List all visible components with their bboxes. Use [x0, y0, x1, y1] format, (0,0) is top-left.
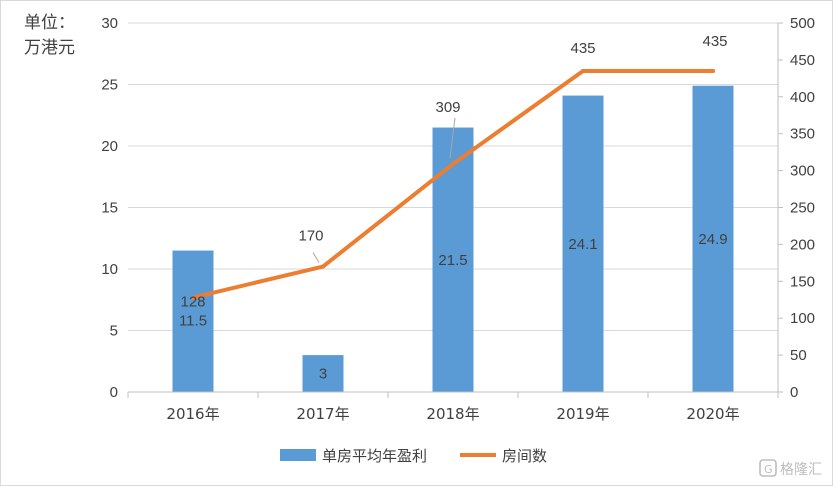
line-data-label: 309: [435, 99, 460, 116]
x-tick-label: 2018年: [426, 405, 479, 423]
y-left-tick-label: 10: [101, 261, 118, 278]
line-point: [581, 68, 585, 73]
watermark-text: 格隆汇: [780, 462, 822, 478]
unit-label-line2: 万港元: [24, 38, 75, 58]
y-right-tick-label: 150: [790, 273, 815, 290]
line-data-label: 128: [180, 294, 205, 311]
unit-label-line1: 单位：: [24, 13, 75, 33]
x-tick-label: 2017年: [296, 405, 349, 423]
label-leader-line: [312, 252, 320, 263]
legend-label-line: 房间数: [502, 447, 547, 465]
y-right-tick-label: 200: [790, 236, 815, 253]
line-data-label: 435: [702, 33, 727, 50]
y-left-tick-label: 25: [101, 77, 118, 94]
y-left-tick-label: 0: [110, 384, 118, 401]
line-point: [711, 68, 715, 73]
x-tick-label: 2020年: [686, 405, 739, 423]
gridlines: [128, 22, 778, 331]
line-point: [451, 161, 455, 166]
bar-data-label: 24.9: [698, 231, 727, 248]
y-left-tick-label: 30: [101, 15, 118, 32]
legend-swatch-bar: [280, 449, 316, 461]
bar-data-label: 3: [319, 366, 327, 383]
y-right-tick-label: 500: [790, 15, 815, 32]
data-labels: 11.5 3 21.5 24.1 24.9 128 170 309 435 435: [179, 33, 728, 383]
y-left-tick-label: 15: [101, 200, 118, 217]
legend-label-bar: 单房平均年盈利: [322, 447, 427, 465]
y-right-tick-label: 50: [790, 347, 807, 364]
svg-text:G: G: [764, 463, 773, 476]
y-right-tick-label: 250: [790, 200, 815, 217]
line-point: [321, 264, 325, 269]
line-data-label: 435: [570, 40, 595, 57]
line-series: [191, 68, 715, 300]
y-right-tick-label: 400: [790, 89, 815, 106]
bar-data-label: 24.1: [568, 236, 597, 253]
y-right-tick-label: 300: [790, 163, 815, 180]
watermark: G 格隆汇: [759, 459, 822, 478]
gelonghui-logo-icon: G: [759, 459, 777, 477]
y-right-tick-label: 350: [790, 126, 815, 143]
line-data-label: 170: [298, 228, 323, 245]
x-tick-label: 2016年: [166, 405, 219, 423]
legend: 单房平均年盈利 房间数: [280, 447, 547, 465]
axes: 0510152025300501001502002503003504004505…: [101, 15, 815, 423]
y-right-tick-label: 0: [790, 384, 798, 401]
y-right-tick-label: 100: [790, 310, 815, 327]
bar: [562, 95, 604, 392]
line-point: [191, 295, 195, 300]
y-right-tick-label: 450: [790, 52, 815, 69]
bar: [432, 127, 474, 393]
bar-data-label: 11.5: [179, 313, 207, 330]
bar: [692, 85, 734, 392]
x-tick-label: 2019年: [556, 405, 609, 423]
y-left-tick-label: 5: [110, 323, 118, 340]
label-leader-line: [449, 117, 456, 159]
y-left-tick-label: 20: [101, 138, 118, 155]
bar: [172, 250, 214, 392]
bar-data-label: 21.5: [438, 252, 467, 269]
bar-series: [172, 85, 734, 393]
bar: [302, 355, 344, 392]
